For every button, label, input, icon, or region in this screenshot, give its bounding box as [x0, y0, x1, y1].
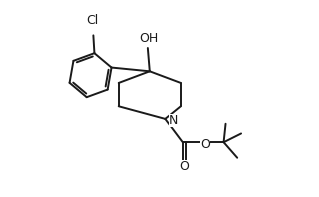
Text: N: N — [169, 114, 179, 127]
Text: O: O — [200, 138, 210, 151]
Text: O: O — [179, 160, 189, 173]
Text: OH: OH — [139, 32, 159, 45]
Text: Cl: Cl — [86, 14, 99, 27]
